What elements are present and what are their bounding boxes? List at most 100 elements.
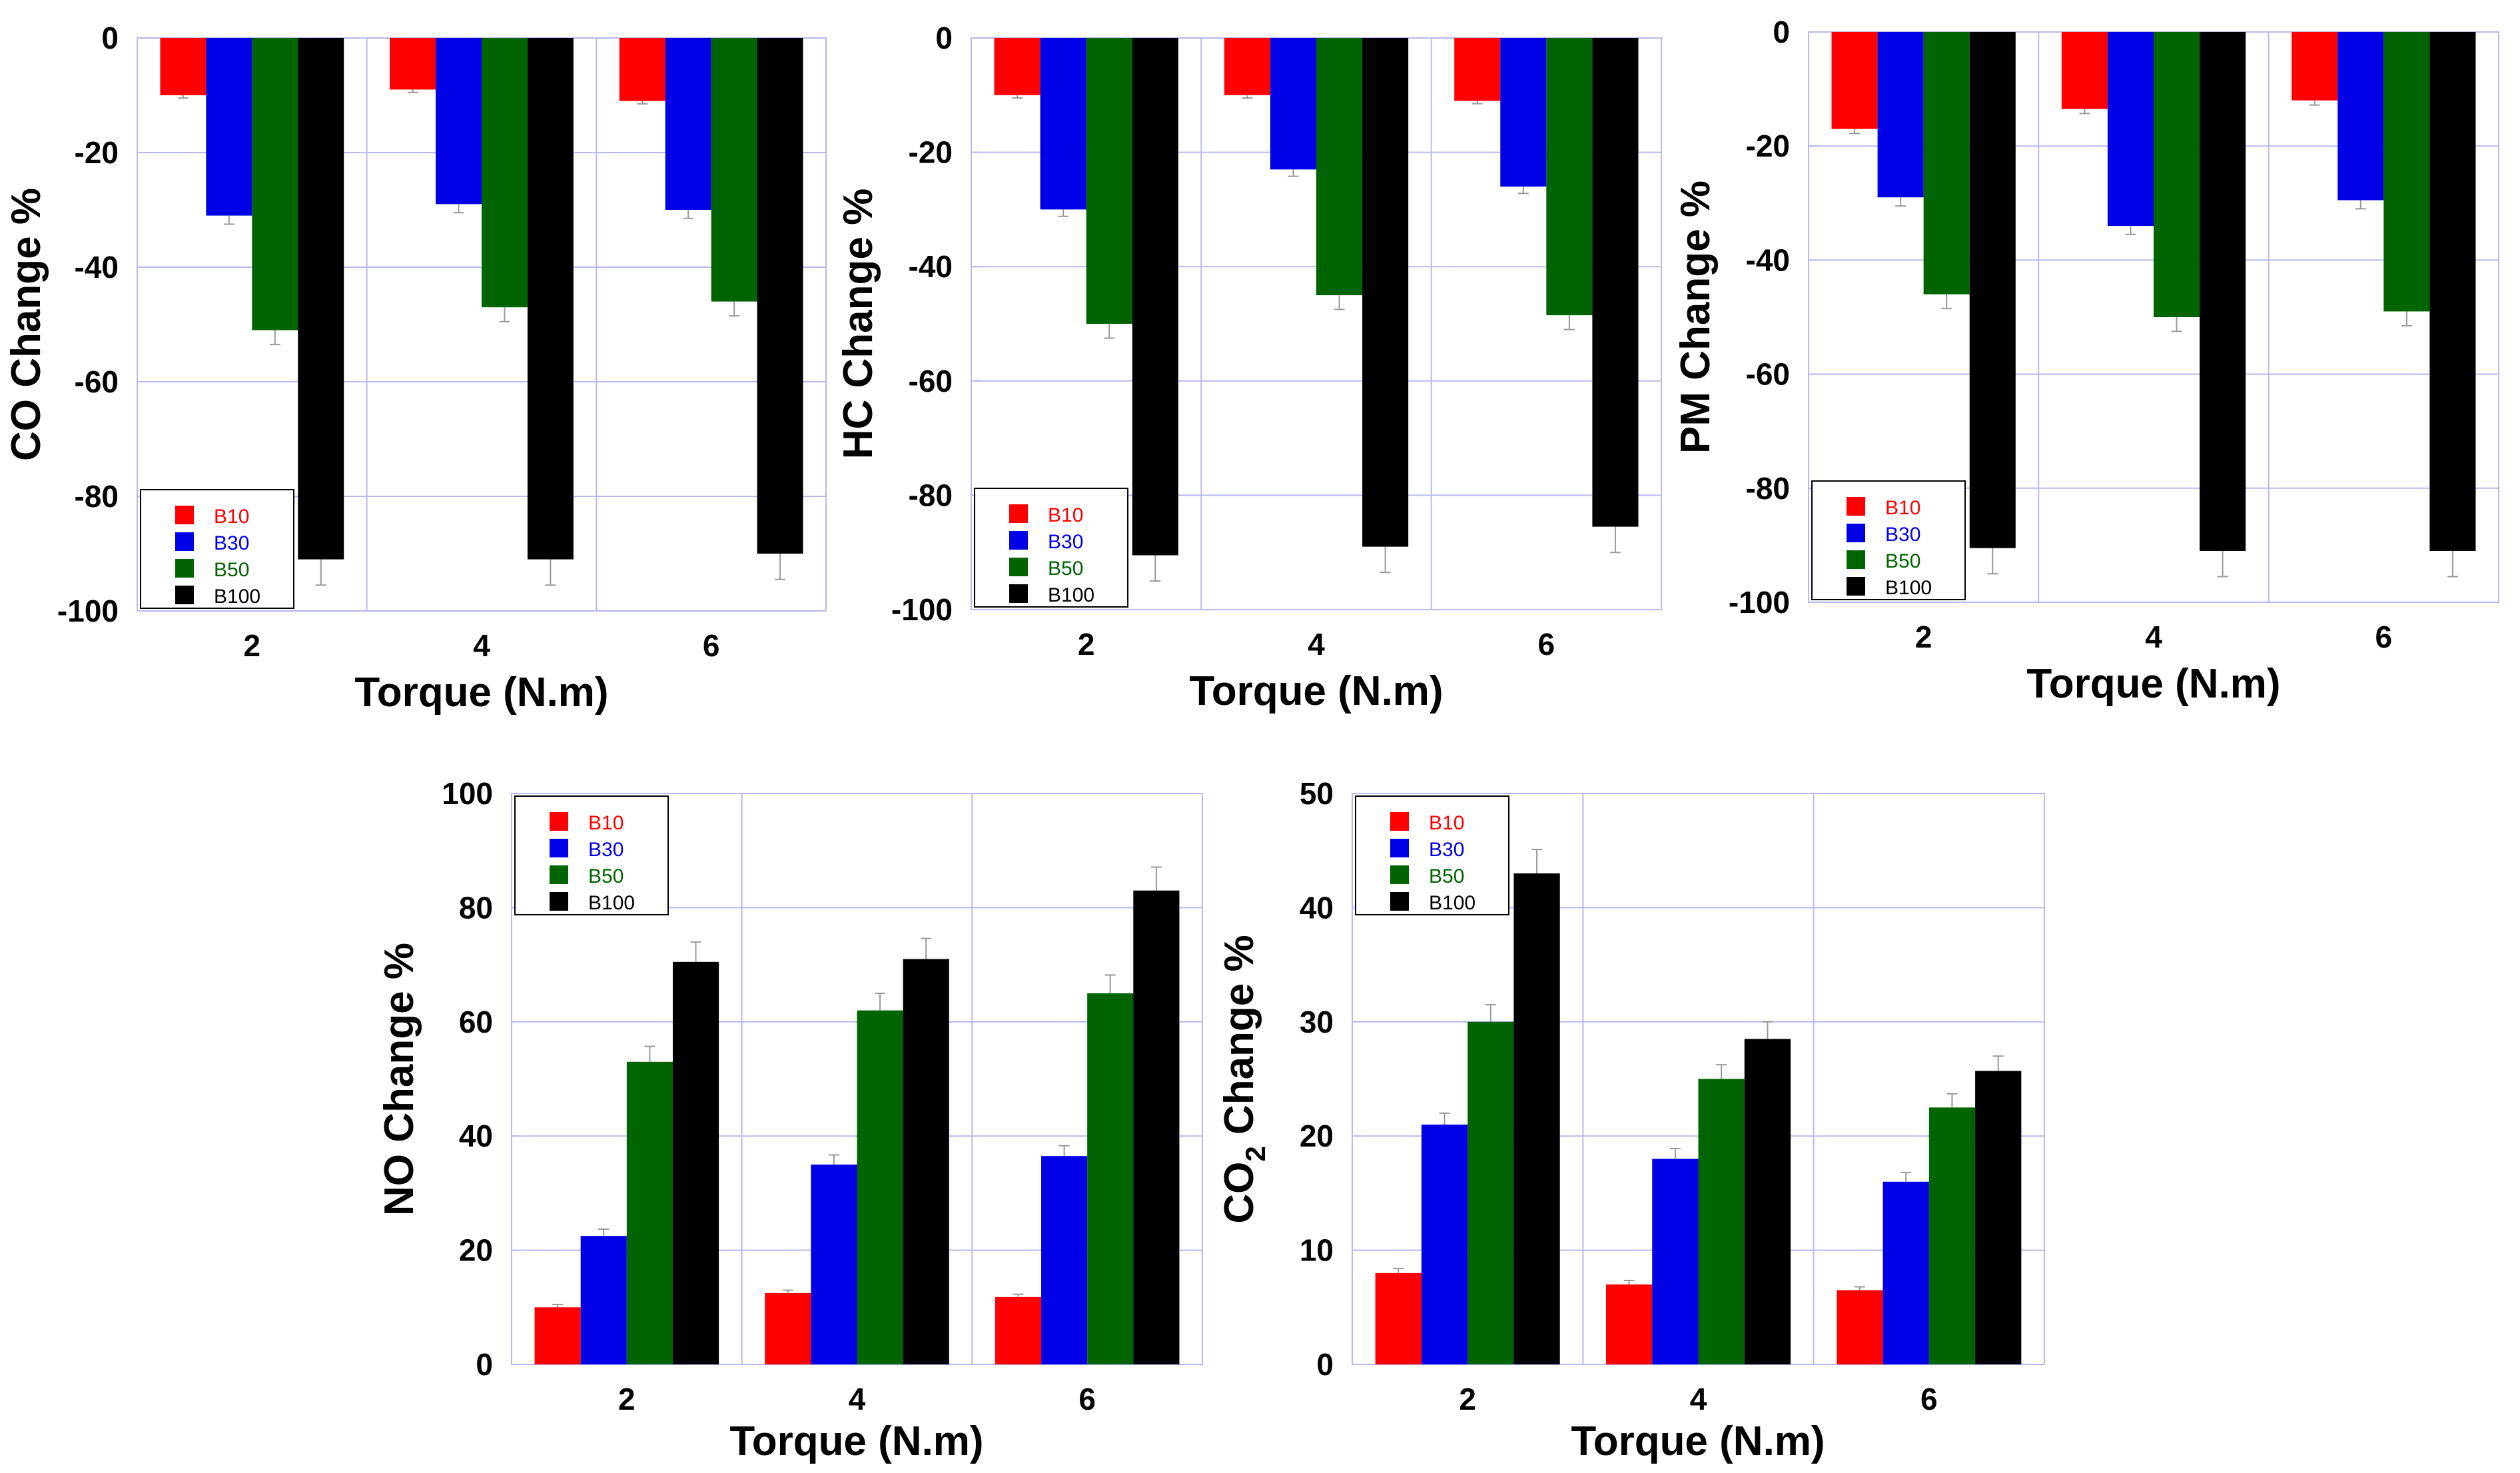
no-bar-b10-t6 [995, 1296, 1042, 1364]
pm-legend: B10 B30 B50 B100 [1811, 480, 1966, 600]
pm-ytick-label: -20 [1746, 129, 1790, 163]
co2-bar-b30-t2 [1421, 1125, 1468, 1364]
co2-bar-b100-t2 [1513, 873, 1560, 1364]
co-legend-swatch-b10 [175, 506, 194, 524]
hc-bar-b50-t6 [1546, 38, 1593, 316]
co-ytick-label: -80 [75, 479, 119, 514]
pm-bar-b100-t2 [1969, 32, 2016, 548]
co-bar-b100-t2 [298, 38, 344, 560]
no-xtick-label: 2 [618, 1382, 635, 1416]
hc-xtick-label: 2 [1078, 627, 1095, 662]
co-bar-b10-t6 [619, 38, 665, 101]
co2-legend: B10 B30 B50 B100 [1355, 795, 1509, 915]
co-bar-b10-t2 [160, 38, 207, 95]
co-bar-b100-t6 [757, 38, 803, 554]
co-legend-swatch-b100 [175, 586, 194, 604]
hc-bar-b10-t6 [1454, 38, 1501, 101]
co-legend-label-b30: B30 [214, 532, 249, 554]
no-bar-b100-t2 [672, 961, 719, 1364]
co-xtick-label: 2 [244, 628, 261, 663]
hc-bar-b10-t2 [994, 38, 1041, 95]
co2-bar-b100-t6 [1975, 1071, 2022, 1364]
co-bar-b50-t4 [482, 38, 528, 308]
co2-xtick-label: 4 [1690, 1382, 1707, 1416]
co-xtick-label: 6 [703, 628, 720, 663]
pm-y-axis-title: PM Change % [1673, 181, 1719, 454]
no-legend-swatch-b100 [550, 892, 568, 911]
pm-bar-b10-t4 [2061, 32, 2108, 109]
co2-y-title-subscript: 2 [1240, 1146, 1271, 1161]
co-ytick-label: -20 [75, 135, 119, 170]
hc-legend-swatch-b30 [1009, 531, 1028, 550]
co-bar-b50-t2 [252, 38, 298, 330]
hc-y-axis-title: HC Change % [835, 189, 881, 459]
no-legend-label-b50: B50 [588, 865, 624, 887]
co-bars [160, 38, 803, 586]
co2-ytick-label: 30 [1300, 1005, 1334, 1039]
no-bars [534, 866, 1180, 1364]
co2-ytick-label: 40 [1300, 890, 1334, 925]
pm-xtick-label: 4 [2145, 620, 2162, 654]
hc-bar-b100-t6 [1592, 38, 1639, 527]
hc-bar-b50-t2 [1086, 38, 1132, 324]
pm-legend-swatch-b50 [1847, 550, 1865, 569]
co2-ytick-label: 50 [1300, 776, 1334, 811]
co-bar-b10-t4 [390, 38, 436, 90]
hc-xtick-label: 4 [1308, 627, 1325, 662]
co-legend-label-b50: B50 [214, 559, 249, 581]
no-bar-b30-t6 [1041, 1156, 1088, 1364]
co-bar-b30-t2 [206, 38, 252, 216]
hc-bar-b30-t4 [1270, 38, 1316, 170]
no-legend-label-b30: B30 [588, 839, 624, 861]
hc-ytick-label: -100 [891, 592, 953, 627]
co-x-axis-title: Torque (N.m) [354, 670, 608, 716]
co2-legend-label-b50: B50 [1429, 865, 1464, 887]
hc-legend-label-b30: B30 [1048, 531, 1083, 553]
no-bar-b50-t4 [857, 1010, 903, 1364]
hc-bar-b30-t2 [1040, 38, 1086, 210]
pm-chart: Torque (N.m) PM Change % 0 -20 -40 -60 -80 -1… [1673, 15, 2499, 707]
co2-legend-box [1355, 795, 1509, 915]
no-y-axis-title: NO Change % [376, 943, 422, 1216]
pm-bar-b50-t4 [2154, 32, 2200, 317]
no-ytick-label: 60 [459, 1005, 493, 1039]
pm-ytick-label: -40 [1746, 243, 1790, 277]
hc-ytick-label: -60 [909, 364, 953, 398]
no-ytick-label: 80 [459, 890, 493, 925]
pm-legend-swatch-b100 [1847, 577, 1865, 596]
hc-ytick-label: -40 [909, 249, 953, 284]
co2-xtick-label: 2 [1459, 1382, 1476, 1416]
co2-bar-b100-t4 [1744, 1039, 1791, 1364]
co2-legend-swatch-b10 [1390, 812, 1409, 831]
no-bar-b10-t2 [534, 1307, 581, 1364]
co2-bar-b10-t6 [1837, 1290, 1883, 1364]
pm-bar-b30-t6 [2337, 32, 2384, 201]
hc-bar-b100-t4 [1362, 38, 1409, 547]
hc-legend-label-b50: B50 [1048, 558, 1083, 580]
hc-legend-label-b100: B100 [1048, 584, 1094, 606]
hc-legend-swatch-b100 [1009, 584, 1028, 603]
no-legend-label-b100: B100 [588, 892, 635, 914]
co-legend-label-b100: B100 [214, 586, 260, 608]
co-ytick-label: -100 [57, 594, 119, 628]
pm-xtick-label: 2 [1915, 620, 1932, 654]
co2-bar-b50-t6 [1928, 1107, 1976, 1364]
no-chart: Torque (N.m) NO Change % 0 20 40 60 80 100 2 4 6… [376, 776, 1203, 1464]
hc-ytick-label: 0 [935, 21, 953, 55]
co2-xtick-label: 6 [1920, 1382, 1938, 1416]
no-xtick-label: 6 [1078, 1382, 1096, 1416]
pm-bar-b30-t4 [2107, 32, 2154, 227]
co-chart: Torque (N.m) CO Change % 0 -20 -40 -60 -80 -1… [3, 21, 827, 716]
no-ytick-label: 0 [476, 1347, 493, 1382]
hc-bar-b50-t4 [1316, 38, 1363, 296]
co2-bar-b50-t2 [1468, 1021, 1514, 1364]
no-bar-b50-t6 [1087, 993, 1134, 1364]
co-xtick-label: 4 [473, 628, 490, 663]
hc-legend-label-b10: B10 [1048, 504, 1083, 526]
hc-chart: Torque (N.m) HC Change % 0 -20 -40 -60 -80 -1… [835, 21, 1662, 714]
co-legend: B10 B30 B50 B100 [140, 489, 294, 609]
no-bar-b30-t4 [811, 1165, 857, 1364]
co2-y-title-main: CO [1216, 1162, 1262, 1224]
pm-legend-label-b50: B50 [1885, 550, 1920, 572]
